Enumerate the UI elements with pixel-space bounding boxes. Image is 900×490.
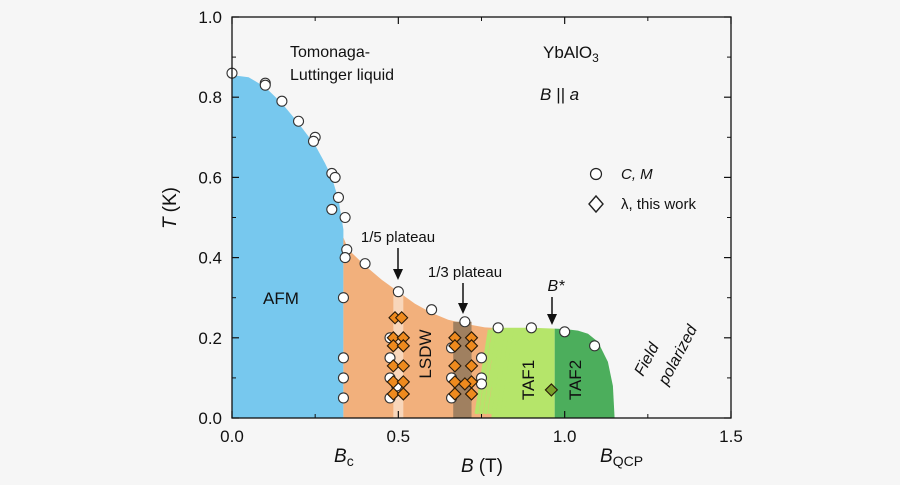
x-axis-label: B (T) (461, 456, 503, 477)
plateau-1-3-arrowhead (458, 303, 468, 314)
data-point-circle (337, 292, 349, 304)
b-star-arrowhead (547, 314, 557, 325)
plateau-1-5-label: 1/5 plateau (361, 229, 435, 246)
data-point-circle (337, 352, 349, 364)
data-point-diamond (448, 359, 462, 373)
data-point-diamond (386, 359, 401, 373)
data-point-diamond (394, 310, 409, 325)
y-axis-label: T(K) (160, 187, 181, 229)
tl-liquid-label-line1: Tomonaga- (290, 44, 370, 61)
hatch-stripe (487, 329, 505, 415)
data-point-circle (589, 340, 601, 352)
data-point-circle (292, 115, 305, 127)
axes: 0.0 0.5 1.0 1.5 0.0 0.2 0.4 0.6 0.8 1.0 (198, 8, 742, 446)
y-tick-label: 0.2 (198, 329, 222, 348)
plateau-1-5-arrowhead (393, 269, 403, 280)
data-point-diamond (458, 377, 472, 391)
field-condition-label: B || a (540, 85, 579, 104)
data-point-circle (359, 258, 371, 270)
data-point-circle (337, 392, 349, 404)
afm-label: AFM (263, 289, 299, 308)
x-tick-label: 1.5 (719, 427, 743, 446)
data-point-diamond (448, 387, 462, 401)
data-point-circle (329, 171, 341, 183)
tl-liquid-label-line2: Luttinger liquid (290, 67, 394, 84)
x-tick-label: 0.0 (220, 427, 244, 446)
data-point-diamond (448, 339, 462, 353)
data-point-circle (559, 326, 571, 338)
y-tick-label: 1.0 (198, 8, 222, 27)
bqcp-label: BQCP (600, 446, 643, 469)
hatch-stripe (496, 329, 514, 415)
legend-entry-circle: C, M (621, 166, 653, 183)
legend-circle-marker (589, 167, 603, 181)
data-points (226, 67, 601, 404)
compound-label: YbAlO3 (543, 43, 599, 65)
afm-region (232, 75, 344, 418)
y-tick-label: 0.8 (198, 88, 222, 107)
hatch-stripe (478, 329, 497, 415)
legend-entry-diamond: λ, this work (621, 196, 697, 213)
y-tick-label: 0.6 (198, 168, 222, 187)
lsdw-label: LSDW (416, 329, 435, 378)
taf1-label: TAF1 (519, 360, 538, 400)
taf2-label: TAF2 (566, 360, 585, 400)
data-point-circle (337, 372, 349, 384)
data-point-circle (326, 203, 338, 216)
plateau-1-3-label: 1/3 plateau (428, 264, 502, 281)
field-polarized-label-line2: polarized (655, 322, 701, 389)
crossover-hatching (474, 329, 518, 415)
data-point-circle (259, 79, 271, 91)
hatch-stripe (491, 329, 510, 415)
plateau-1-5-band (393, 295, 404, 418)
data-point-circle (426, 304, 438, 316)
data-point-diamond (386, 339, 401, 353)
b-star-label: B* (548, 278, 566, 295)
data-point-circle (307, 135, 320, 147)
data-point-diamond (464, 359, 479, 373)
data-point-circle (475, 378, 488, 390)
data-point-diamond (464, 387, 479, 401)
data-point-diamond (396, 387, 411, 401)
data-point-circle (339, 252, 351, 264)
legend: C, M λ, this work (588, 166, 697, 214)
taf2-region (554, 328, 615, 418)
data-point-circle (392, 286, 404, 298)
data-point-diamond (396, 359, 411, 373)
x-tick-label: 0.5 (387, 427, 411, 446)
y-tick-label: 0.0 (198, 409, 222, 428)
data-point-diamond (464, 339, 479, 353)
data-point-circle (492, 322, 504, 334)
legend-diamond-marker (588, 194, 604, 214)
hatch-stripe (500, 329, 518, 415)
x-tick-label: 1.0 (553, 427, 577, 446)
data-point-circle (339, 211, 351, 224)
hatch-stripe (483, 329, 501, 415)
bc-label: Bc (334, 446, 354, 469)
data-point-diamond (386, 387, 401, 401)
data-point-circle (459, 316, 471, 328)
data-point-circle (332, 191, 345, 203)
data-point-circle (276, 95, 288, 107)
data-point-diamond (396, 339, 411, 353)
data-point-diamond (544, 383, 559, 397)
data-point-circle (525, 322, 537, 334)
y-tick-label: 0.4 (198, 249, 222, 268)
data-point-circle (475, 352, 488, 364)
hatch-stripe (474, 329, 492, 415)
